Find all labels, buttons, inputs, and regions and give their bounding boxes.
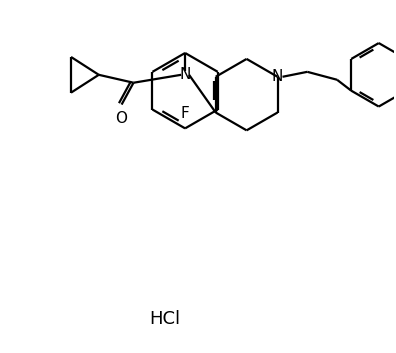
Text: N: N — [272, 69, 283, 84]
Text: F: F — [181, 107, 189, 121]
Text: HCl: HCl — [150, 310, 181, 328]
Text: O: O — [116, 110, 128, 126]
Text: N: N — [179, 67, 191, 82]
